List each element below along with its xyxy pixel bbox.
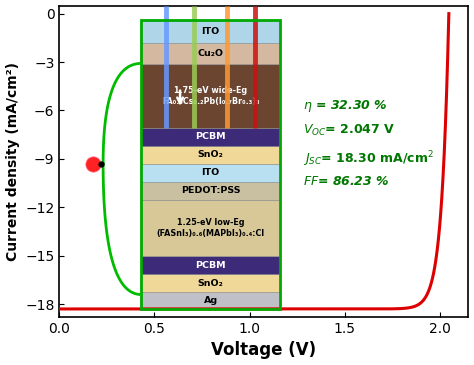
Bar [141, 146, 280, 164]
Text: PCBM: PCBM [195, 132, 226, 141]
Text: ITO: ITO [201, 168, 220, 177]
Text: ITO: ITO [201, 27, 220, 36]
Text: PEDOT:PSS: PEDOT:PSS [181, 187, 240, 195]
Bar [141, 164, 280, 182]
Bar [141, 20, 280, 43]
Bar [141, 128, 280, 146]
Bar [141, 274, 280, 292]
Text: $V_{OC}$= 2.047 V: $V_{OC}$= 2.047 V [303, 123, 395, 138]
Text: 1.75-eV wide-Eg
FA₀.₆Cs₀.₂Pb(I₀.₇Br₀.₃)₃: 1.75-eV wide-Eg FA₀.₆Cs₀.₂Pb(I₀.₇Br₀.₃)₃ [162, 86, 259, 106]
Y-axis label: Current density (mA/cm²): Current density (mA/cm²) [6, 62, 19, 261]
Text: Ag: Ag [203, 296, 218, 305]
Text: Cu₂O: Cu₂O [198, 49, 224, 58]
X-axis label: Voltage (V): Voltage (V) [211, 341, 317, 360]
Bar [141, 20, 280, 309]
Bar [141, 256, 280, 274]
Bar [141, 43, 280, 64]
Text: SnO₂: SnO₂ [198, 279, 224, 288]
Bar [141, 200, 280, 256]
Text: PCBM: PCBM [195, 261, 226, 270]
Text: $FF$= 86.23 %: $FF$= 86.23 % [303, 175, 389, 188]
Bar [141, 292, 280, 309]
Bar [141, 64, 280, 128]
Bar [141, 182, 280, 200]
Text: SnO₂: SnO₂ [198, 150, 224, 160]
Text: $\eta$ = 32.30 %: $\eta$ = 32.30 % [303, 97, 388, 114]
Text: $J_{SC}$= 18.30 mA/cm$^2$: $J_{SC}$= 18.30 mA/cm$^2$ [303, 149, 434, 169]
Text: 1.25-eV low-Eg
(FASnI₃)₀.₆(MAPbI₃)₀.₄:Cl: 1.25-eV low-Eg (FASnI₃)₀.₆(MAPbI₃)₀.₄:Cl [156, 218, 264, 238]
